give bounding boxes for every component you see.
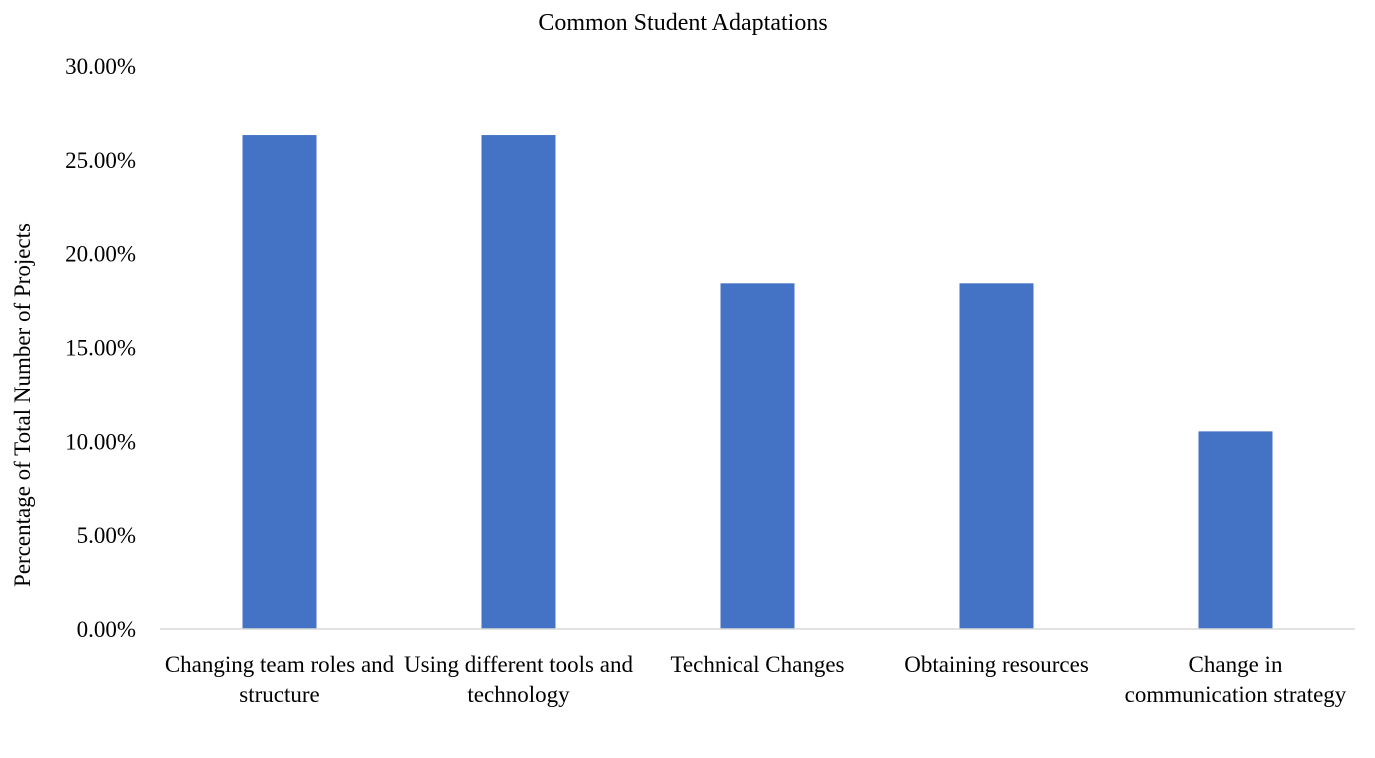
y-tick-label: 0.00% xyxy=(77,617,136,642)
y-axis-label: Percentage of Total Number of Projects xyxy=(10,223,35,587)
y-axis-ticks: 0.00% 5.00% 10.00% 15.00% 20.00% 25.00% 30.00% xyxy=(65,54,136,642)
bar xyxy=(720,283,795,629)
y-tick-label: 5.00% xyxy=(77,523,136,548)
chart-title: Common Student Adaptations xyxy=(538,10,827,36)
x-category-label: Obtaining resources xyxy=(904,652,1089,677)
y-tick-label: 10.00% xyxy=(65,429,136,454)
x-category-label: Technical Changes xyxy=(670,652,844,677)
bar xyxy=(242,135,317,629)
x-category-label: Changing team roles and structure xyxy=(165,652,395,707)
x-category-label: Change in communication strategy xyxy=(1125,652,1347,707)
y-tick-label: 25.00% xyxy=(65,148,136,173)
y-tick-label: 30.00% xyxy=(65,54,136,79)
y-tick-label: 20.00% xyxy=(65,242,136,267)
bar xyxy=(481,135,556,629)
bars xyxy=(242,135,1273,629)
bar xyxy=(959,283,1034,629)
bar xyxy=(1198,431,1273,629)
x-category-label: Using different tools and technology xyxy=(404,652,633,707)
y-tick-label: 15.00% xyxy=(65,336,136,361)
